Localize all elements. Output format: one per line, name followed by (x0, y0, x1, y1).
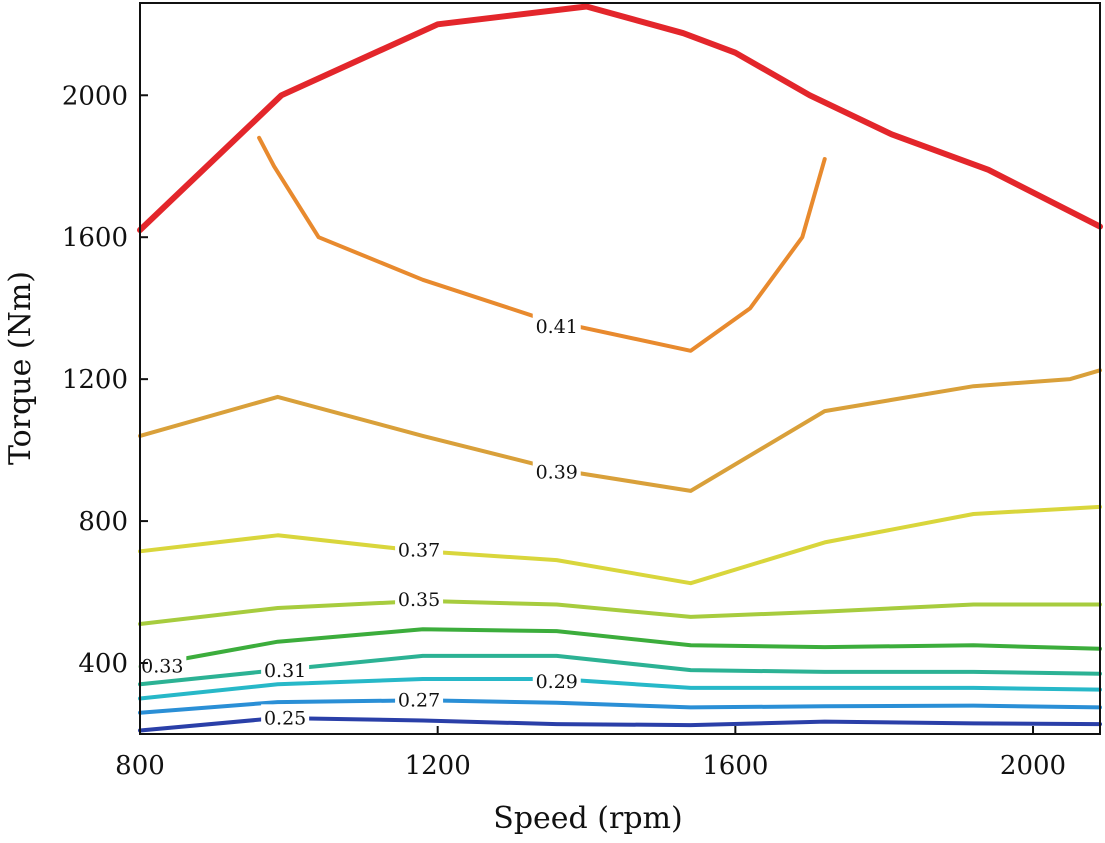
contour-label: 0.37 (398, 539, 440, 561)
contour-label: 0.29 (536, 671, 578, 693)
contour-label-bg (532, 458, 581, 483)
x-axis-label: Speed (rpm) (493, 801, 682, 836)
contour-labels: 0.41 0.39 0.37 0.35 0.33 0.31 0.29 0.27 0.25 (138, 312, 581, 729)
contour-line-0-29 (138, 677, 1102, 701)
contour-label: 0.27 (398, 690, 440, 712)
contour-label-bg (261, 657, 310, 682)
contour-label-bg (395, 686, 444, 711)
contour-line-0-33 (138, 627, 1102, 669)
y-tick-label: 1600 (62, 223, 128, 253)
y-tick-label: 400 (78, 649, 128, 679)
contour-label-bg (395, 536, 444, 561)
contour-line-0-37 (138, 504, 1102, 586)
plot-frame (139, 2, 1101, 735)
y-tick-label: 2000 (62, 81, 128, 111)
y-tick-label: 1200 (62, 365, 128, 395)
contour-label: 0.41 (536, 316, 578, 338)
contour-label-bg (395, 586, 444, 611)
x-tick-label: 1600 (702, 751, 768, 781)
axes: 800 1200 1600 2000 400 800 1200 1600 2000 (62, 81, 1066, 781)
contour-label-bg (138, 652, 187, 677)
x-tick-label: 800 (115, 751, 165, 781)
contour-label: 0.39 (536, 461, 578, 483)
contour-label: 0.31 (264, 660, 306, 682)
x-tick-label: 2000 (1000, 751, 1066, 781)
contour-line-0-27 (138, 698, 1102, 715)
contour-label: 0.25 (264, 707, 306, 729)
contour-lines (137, 3, 1103, 733)
contour-label: 0.35 (398, 589, 440, 611)
contour-line-0-39 (138, 368, 1102, 493)
contour-label: 0.33 (141, 656, 183, 678)
contour-label-bg (532, 312, 581, 337)
contour-line-max-torque (137, 3, 1103, 234)
y-tick-label: 800 (78, 507, 128, 537)
y-axis-label: Torque (Nm) (3, 271, 38, 465)
contour-label-bg (261, 704, 310, 729)
contour-label-bg (532, 667, 581, 692)
contour-line-0-35 (138, 598, 1102, 626)
x-tick-label: 1200 (405, 751, 471, 781)
